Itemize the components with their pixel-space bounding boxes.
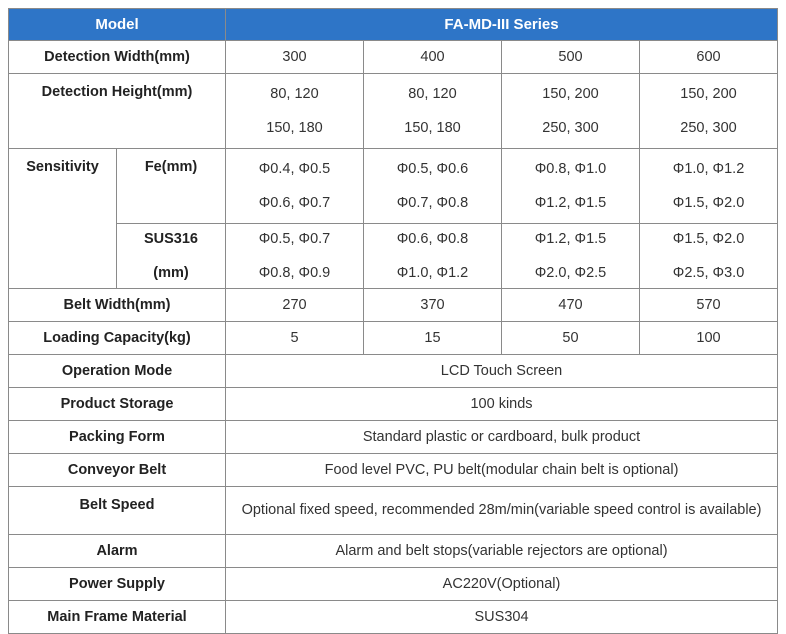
sus-cell: Φ0.6, Φ0.8 Φ1.0, Φ1.2 <box>363 223 502 289</box>
fe-cell: Φ0.4, Φ0.5 Φ0.6, Φ0.7 <box>225 148 364 224</box>
operation-mode-row: Operation Mode LCD Touch Screen <box>8 354 779 388</box>
main-frame-value: SUS304 <box>224 600 779 634</box>
main-frame-label: Main Frame Material <box>8 600 226 634</box>
conveyor-belt-label: Conveyor Belt <box>8 453 226 487</box>
belt-width-value: 370 <box>363 288 502 322</box>
model-label: Model <box>8 8 226 41</box>
alarm-label: Alarm <box>8 534 226 568</box>
conveyor-belt-row: Conveyor Belt Food level PVC, PU belt(mo… <box>8 453 779 487</box>
main-frame-row: Main Frame Material SUS304 <box>8 600 779 634</box>
spec-table: Model FA-MD-III Series Detection Width(m… <box>8 8 779 634</box>
detection-width-value: 500 <box>501 40 640 74</box>
detection-width-value: 300 <box>225 40 364 74</box>
detection-width-value: 600 <box>638 40 779 74</box>
sus-cell: Φ1.2, Φ1.5 Φ2.0, Φ2.5 <box>501 223 640 289</box>
belt-width-label: Belt Width(mm) <box>8 288 226 322</box>
product-storage-value: 100 kinds <box>224 387 779 421</box>
loading-capacity-row: Loading Capacity(kg) 5 15 50 100 <box>8 321 779 355</box>
detection-width-value: 400 <box>363 40 502 74</box>
power-supply-value: AC220V(Optional) <box>224 567 779 601</box>
loading-capacity-label: Loading Capacity(kg) <box>8 321 226 355</box>
packing-form-row: Packing Form Standard plastic or cardboa… <box>8 420 779 454</box>
fe-cell: Φ1.0, Φ1.2 Φ1.5, Φ2.0 <box>638 148 779 224</box>
header-row: Model FA-MD-III Series <box>8 8 779 41</box>
sus-label: SUS316 (mm) <box>116 223 226 289</box>
detection-height-label: Detection Height(mm) <box>8 73 226 149</box>
belt-width-value: 570 <box>638 288 779 322</box>
loading-capacity-value: 50 <box>501 321 640 355</box>
belt-speed-value: Optional fixed speed, recommended 28m/mi… <box>224 486 779 535</box>
detection-height-cell: 80, 120 150, 180 <box>225 73 364 149</box>
sensitivity-label: Sensitivity <box>8 148 117 289</box>
power-supply-label: Power Supply <box>8 567 226 601</box>
operation-mode-label: Operation Mode <box>8 354 226 388</box>
belt-speed-row: Belt Speed Optional fixed speed, recomme… <box>8 486 779 535</box>
loading-capacity-value: 15 <box>363 321 502 355</box>
fe-cell: Φ0.5, Φ0.6 Φ0.7, Φ0.8 <box>363 148 502 224</box>
product-storage-row: Product Storage 100 kinds <box>8 387 779 421</box>
detection-height-cell: 150, 200 250, 300 <box>501 73 640 149</box>
loading-capacity-value: 100 <box>638 321 779 355</box>
series-name: FA-MD-III Series <box>224 8 779 41</box>
sus-cell: Φ0.5, Φ0.7 Φ0.8, Φ0.9 <box>225 223 364 289</box>
packing-form-value: Standard plastic or cardboard, bulk prod… <box>224 420 779 454</box>
sus-cell: Φ1.5, Φ2.0 Φ2.5, Φ3.0 <box>638 223 779 289</box>
conveyor-belt-value: Food level PVC, PU belt(modular chain be… <box>224 453 779 487</box>
alarm-value: Alarm and belt stops(variable rejectors … <box>224 534 779 568</box>
product-storage-label: Product Storage <box>8 387 226 421</box>
belt-width-row: Belt Width(mm) 270 370 470 570 <box>8 288 779 322</box>
sensitivity-fe-row: Sensitivity Fe(mm) Φ0.4, Φ0.5 Φ0.6, Φ0.7 … <box>8 148 779 289</box>
detection-width-row: Detection Width(mm) 300 400 500 600 <box>8 40 779 74</box>
packing-form-label: Packing Form <box>8 420 226 454</box>
loading-capacity-value: 5 <box>225 321 364 355</box>
power-supply-row: Power Supply AC220V(Optional) <box>8 567 779 601</box>
detection-width-label: Detection Width(mm) <box>8 40 226 74</box>
fe-cell: Φ0.8, Φ1.0 Φ1.2, Φ1.5 <box>501 148 640 224</box>
operation-mode-value: LCD Touch Screen <box>224 354 779 388</box>
belt-width-value: 270 <box>225 288 364 322</box>
sensitivity-sus-row: SUS316 (mm) Φ0.5, Φ0.7 Φ0.8, Φ0.9 Φ0.6, Φ0… <box>9 223 779 289</box>
belt-speed-label: Belt Speed <box>8 486 226 535</box>
fe-label: Fe(mm) <box>116 148 226 224</box>
alarm-row: Alarm Alarm and belt stops(variable reje… <box>8 534 779 568</box>
detection-height-row: Detection Height(mm) 80, 120 150, 180 80,… <box>8 73 779 149</box>
detection-height-cell: 150, 200 250, 300 <box>638 73 779 149</box>
detection-height-cell: 80, 120 150, 180 <box>363 73 502 149</box>
belt-width-value: 470 <box>501 288 640 322</box>
